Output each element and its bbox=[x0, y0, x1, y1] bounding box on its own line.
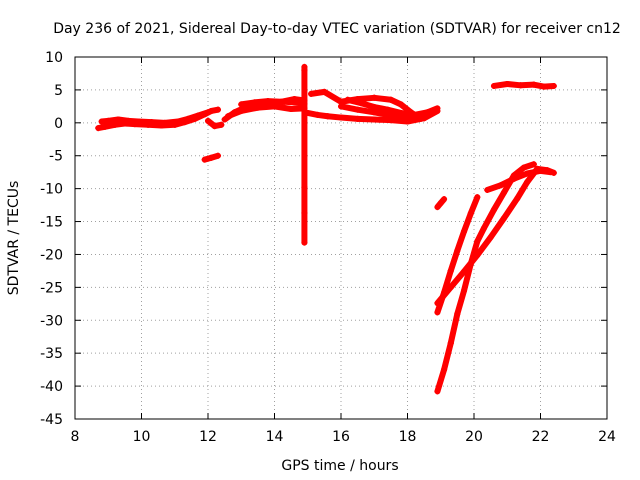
y-axis: 10 5 0 -5 -10 -15 -20 -25 -30 -35 -40 -45 bbox=[40, 50, 607, 428]
data-point bbox=[550, 82, 557, 89]
x-axis: 8 10 12 14 16 18 20 22 24 bbox=[71, 57, 616, 445]
series-segment bbox=[490, 189, 507, 213]
data-point bbox=[214, 152, 221, 159]
y-tick-label: -45 bbox=[40, 412, 63, 428]
series-segment bbox=[480, 206, 497, 232]
y-tick-label: 5 bbox=[54, 83, 63, 99]
data-point bbox=[434, 105, 441, 112]
y-tick-label: -15 bbox=[40, 215, 63, 231]
series-evening_short bbox=[434, 196, 448, 211]
series-segment bbox=[441, 267, 454, 296]
data-point bbox=[530, 161, 537, 168]
x-tick-label: 16 bbox=[332, 429, 350, 445]
y-tick-label: -40 bbox=[40, 379, 63, 395]
series-band_midday_lower bbox=[224, 103, 308, 120]
data-point bbox=[205, 109, 211, 116]
series-segment bbox=[454, 228, 468, 254]
series-segment bbox=[461, 210, 474, 235]
data-point bbox=[218, 121, 225, 128]
series-segment bbox=[434, 366, 448, 395]
data-point bbox=[547, 169, 554, 176]
data-points bbox=[95, 63, 557, 395]
x-tick-label: 10 bbox=[133, 429, 151, 445]
y-tick-label: 0 bbox=[54, 116, 63, 132]
y-tick-label: -20 bbox=[40, 247, 63, 263]
data-point bbox=[474, 194, 481, 201]
data-point bbox=[441, 196, 448, 203]
series-segment bbox=[487, 215, 507, 241]
series-short_dip_12h bbox=[201, 152, 221, 163]
series-evening_plateau bbox=[490, 80, 557, 90]
series-segment bbox=[447, 268, 468, 291]
series-segment bbox=[500, 195, 521, 222]
series-segment bbox=[474, 234, 494, 259]
grid bbox=[75, 57, 607, 419]
series-band_morning_upper bbox=[98, 109, 211, 126]
series-segment bbox=[321, 88, 344, 105]
series-segment bbox=[461, 252, 481, 275]
series-arc_afternoon_3 bbox=[344, 96, 431, 118]
series-short_arc_12h bbox=[205, 117, 225, 130]
x-tick-label: 22 bbox=[532, 429, 550, 445]
series-evening_steep_1 bbox=[434, 161, 537, 395]
x-tick-label: 24 bbox=[598, 429, 616, 445]
y-axis-label: SDTVAR / TECUs bbox=[6, 181, 22, 296]
x-tick-label: 14 bbox=[266, 429, 284, 445]
x-tick-label: 12 bbox=[199, 429, 217, 445]
series-segment bbox=[441, 340, 454, 373]
y-tick-label: -10 bbox=[40, 182, 63, 198]
series-segment bbox=[514, 179, 531, 202]
x-tick-label: 8 bbox=[71, 429, 80, 445]
y-tick-label: -30 bbox=[40, 313, 63, 329]
y-tick-label: -5 bbox=[49, 149, 63, 165]
chart-title: Day 236 of 2021, Sidereal Day-to-day VTE… bbox=[53, 21, 621, 37]
series-segment bbox=[467, 194, 481, 217]
series-evening_rise bbox=[484, 167, 554, 193]
y-tick-label: 10 bbox=[45, 50, 63, 66]
data-point bbox=[424, 109, 431, 116]
series-band_afternoon bbox=[304, 107, 441, 125]
data-point bbox=[301, 239, 308, 246]
series-segment bbox=[447, 310, 461, 347]
series-segment bbox=[434, 284, 454, 307]
series-segment bbox=[447, 247, 461, 274]
series-segment bbox=[454, 287, 468, 317]
series-outliers_15h bbox=[301, 63, 308, 246]
x-tick-label: 20 bbox=[465, 429, 483, 445]
data-point bbox=[214, 106, 221, 113]
x-axis-label: GPS time / hours bbox=[281, 458, 398, 474]
y-tick-label: -35 bbox=[40, 346, 63, 362]
y-tick-label: -25 bbox=[40, 280, 63, 296]
x-tick-label: 18 bbox=[399, 429, 417, 445]
